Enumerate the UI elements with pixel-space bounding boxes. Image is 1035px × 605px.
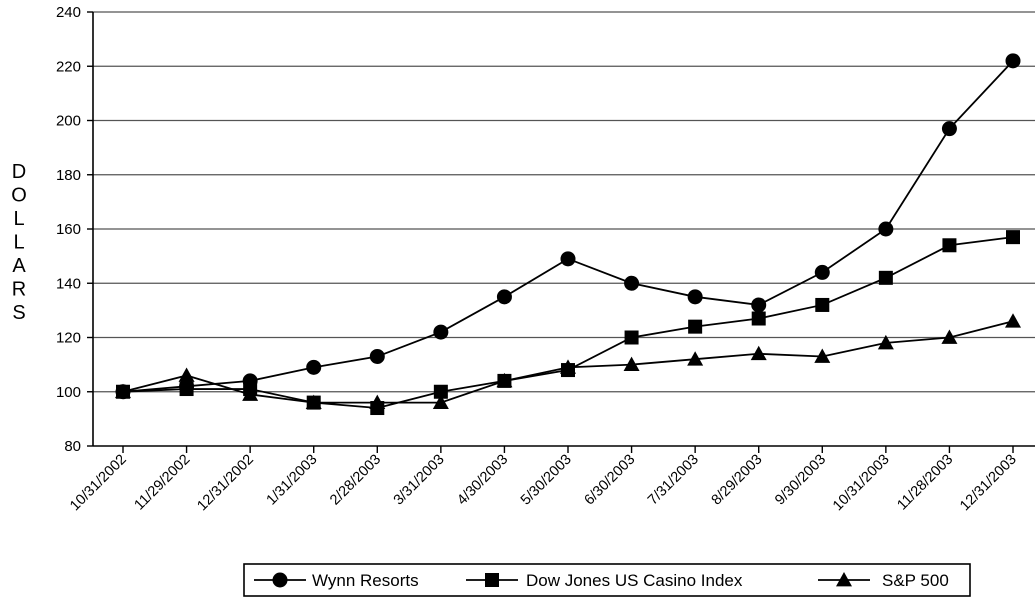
x-tick-label: 9/30/2003 (772, 452, 829, 509)
data-point-2 (305, 394, 322, 409)
x-tick-label: 11/29/2002 (132, 452, 194, 514)
y-axis-label-letter: O (11, 185, 27, 207)
legend: Wynn Resorts Dow Jones US Casino Index S&P… (243, 563, 971, 597)
x-tick-label: 6/30/2003 (581, 452, 638, 509)
data-point-2 (687, 351, 704, 366)
data-point-1 (1006, 230, 1020, 245)
series (115, 53, 1021, 416)
x-tick-label: 12/31/2003 (957, 452, 1020, 515)
x-tick-label: 10/31/2003 (830, 452, 893, 515)
y-axis-label-letter: L (13, 232, 24, 254)
data-point-2 (115, 383, 131, 399)
data-point-1 (878, 270, 893, 285)
data-point-2 (814, 348, 831, 363)
data-point-0 (878, 221, 894, 237)
data-point-0 (306, 359, 322, 375)
y-tick-label: 200 (56, 113, 81, 130)
data-point-2 (750, 345, 767, 361)
y-tick-label: 220 (56, 58, 81, 75)
data-point-0 (624, 275, 640, 291)
data-point-1 (815, 297, 830, 312)
y-tick-label: 180 (56, 167, 81, 184)
data-point-1 (942, 238, 957, 253)
data-point-1 (433, 384, 448, 399)
data-point-0 (496, 289, 512, 305)
y-axis-label-letter: R (12, 279, 26, 301)
legend-label: Wynn Resorts (312, 571, 419, 590)
y-axis-label-letter: L (13, 208, 24, 230)
legend-marker (272, 572, 288, 588)
axes (87, 11, 1035, 453)
y-tick-label: 240 (56, 4, 81, 21)
y-axis-label-letter: A (12, 255, 26, 277)
data-point-2 (496, 372, 513, 388)
data-point-2 (877, 334, 894, 350)
data-point-1 (179, 382, 194, 397)
data-point-0 (433, 324, 449, 340)
data-point-0 (560, 251, 576, 267)
data-point-0 (687, 289, 703, 305)
data-point-0 (369, 348, 385, 364)
data-point-0 (941, 121, 957, 137)
data-point-1 (751, 311, 766, 326)
x-tick-label: 11/28/2003 (894, 452, 956, 514)
data-point-2 (623, 356, 640, 372)
data-point-2 (369, 394, 386, 409)
legend-marker (485, 573, 499, 587)
x-tick-label: 3/31/2003 (391, 452, 448, 509)
y-tick-labels: 80 100 120 140 160 180 200 220 240 (56, 4, 81, 455)
data-point-2 (1005, 313, 1021, 328)
x-tick-label: 10/31/2002 (67, 452, 130, 515)
data-point-2 (941, 329, 958, 344)
x-tick-label: 2/28/2003 (327, 452, 384, 509)
data-point-2 (560, 359, 576, 374)
legend-label: Dow Jones US Casino Index (526, 571, 743, 590)
y-tick-label: 80 (64, 438, 81, 455)
y-tick-label: 140 (56, 275, 81, 292)
x-tick-label: 1/31/2003 (264, 452, 321, 509)
x-tick-label: 7/31/2003 (645, 452, 702, 509)
data-point-1 (624, 330, 639, 345)
data-point-2 (242, 386, 259, 401)
y-axis-label-letter: S (12, 302, 25, 324)
data-point-0 (814, 264, 830, 280)
y-tick-label: 100 (56, 384, 81, 401)
data-point-2 (178, 367, 195, 382)
x-tick-labels: 10/31/2002 11/29/2002 12/31/2002 1/31/2003 2… (67, 452, 1020, 515)
data-point-2 (432, 394, 449, 409)
data-point-0 (1005, 53, 1021, 69)
x-tick-label: 5/30/2003 (518, 452, 575, 509)
legend-marker (836, 572, 852, 587)
x-tick-label: 4/30/2003 (454, 452, 511, 509)
data-point-1 (688, 319, 703, 334)
data-point-0 (751, 297, 767, 313)
y-tick-label: 160 (56, 221, 81, 238)
legend-label: S&P 500 (882, 571, 949, 590)
gridlines (93, 11, 1035, 393)
y-tick-label: 120 (56, 330, 81, 347)
x-tick-label: 8/29/2003 (709, 452, 766, 509)
y-axis-label-letter: D (12, 161, 26, 183)
x-tick-label: 12/31/2002 (194, 452, 257, 515)
